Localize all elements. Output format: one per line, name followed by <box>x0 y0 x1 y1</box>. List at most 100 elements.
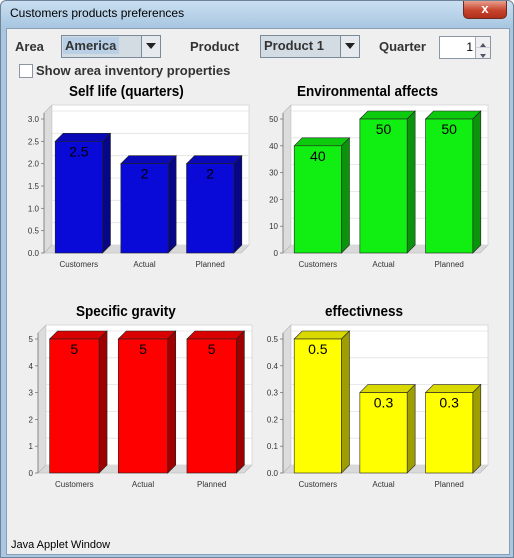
y-tick-label: 1.0 <box>28 204 40 213</box>
bar <box>293 338 342 474</box>
bar-value-label: 5 <box>139 341 147 357</box>
quarter-value[interactable]: 1 <box>466 40 473 54</box>
category-label: Actual <box>372 260 394 269</box>
bar-side <box>167 154 177 254</box>
category-label: Customers <box>298 480 337 489</box>
bar <box>425 392 474 474</box>
bar-value-label: 2 <box>141 166 149 182</box>
chart-title-environmental: Environmental affects <box>297 83 439 100</box>
plot-side-wall <box>43 104 53 254</box>
charts-canvas: 0.0 0.5 1.0 1.5 2.0 2.5 3.0 2.5 Customers 2 Actual… <box>28 104 489 489</box>
bar-value-label: 5 <box>70 341 78 357</box>
content-panel: Area America Product Product 1 Quarter 1… <box>6 28 510 555</box>
y-tick-label: 0.4 <box>267 362 279 371</box>
chevron-down-icon <box>480 54 486 58</box>
bar-top <box>424 384 482 393</box>
spinner-down-button[interactable] <box>475 48 490 58</box>
spinner-up-button[interactable] <box>475 37 490 48</box>
product-label: Product <box>190 39 240 54</box>
bar-side <box>341 137 350 254</box>
category-label: Planned <box>195 260 224 269</box>
bar-value-label: 40 <box>310 148 326 164</box>
close-icon[interactable]: x <box>481 1 489 16</box>
y-tick-label: 10 <box>269 222 278 231</box>
bar-top <box>117 330 177 340</box>
category-label: Customers <box>55 480 94 489</box>
plot-side-wall <box>282 104 292 254</box>
window-title: Customers products preferences <box>10 6 185 20</box>
bar <box>293 145 342 254</box>
y-tick-label: 5 <box>29 335 34 344</box>
category-label: Planned <box>197 480 226 489</box>
area-dropdown-arrow[interactable] <box>141 36 160 57</box>
bar <box>425 118 474 254</box>
bar-value-label: 2.5 <box>69 143 89 159</box>
chevron-up-icon <box>480 43 486 47</box>
y-tick-label: 0 <box>29 469 34 478</box>
bar-side <box>102 132 111 254</box>
title-bar[interactable]: Customers products preferences x <box>1 1 513 27</box>
product-combobox[interactable]: Product 1 <box>260 35 360 58</box>
quarter-label: Quarter <box>379 39 426 54</box>
bar-top <box>120 155 177 164</box>
area-combobox[interactable]: America <box>61 35 161 58</box>
bar <box>49 338 100 474</box>
bar-top <box>424 110 482 120</box>
y-tick-label: 0.5 <box>28 227 40 236</box>
y-tick-label: 3 <box>29 389 34 398</box>
category-label: Actual <box>133 260 155 269</box>
bar-top <box>185 155 243 164</box>
y-tick-label: 4 <box>29 362 34 371</box>
bar-side <box>406 110 416 254</box>
chart-title-self-life: Self life (quarters) <box>69 83 184 100</box>
y-tick-label: 40 <box>269 142 278 151</box>
bar-value-label: 50 <box>376 121 392 137</box>
quarter-spinner[interactable]: 1 <box>439 36 491 59</box>
product-dropdown-arrow[interactable] <box>340 36 359 57</box>
y-tick-label: 30 <box>269 169 278 178</box>
category-label: Actual <box>372 480 394 489</box>
bar <box>186 338 237 474</box>
y-tick-label: 0.1 <box>267 442 279 451</box>
y-tick-label: 0.0 <box>28 249 40 258</box>
bar-side <box>233 154 243 254</box>
y-tick-label: 2 <box>29 415 34 424</box>
bar-top <box>54 133 112 142</box>
chart-title-effectiveness: effectivness <box>325 303 404 320</box>
bar-top <box>48 330 108 340</box>
category-label: Planned <box>434 260 463 269</box>
bar <box>54 141 103 254</box>
area-value: America <box>63 37 120 54</box>
inventory-checkbox-label[interactable]: Show area inventory properties <box>36 63 231 78</box>
y-tick-label: 2.0 <box>28 160 40 169</box>
status-bar: Java Applet Window <box>11 539 111 551</box>
chart-title-specific-gravity: Specific gravity <box>76 303 176 320</box>
bar-top <box>186 330 246 340</box>
y-tick-label: 0.3 <box>267 389 279 398</box>
bar-top <box>359 384 416 393</box>
bar-value-label: 0.3 <box>439 395 459 411</box>
y-tick-label: 0 <box>274 249 279 258</box>
bar-value-label: 2 <box>206 166 214 182</box>
plot-side-wall <box>37 324 47 474</box>
y-tick-label: 1.5 <box>28 182 40 191</box>
bar-side <box>98 330 108 474</box>
close-button[interactable]: x <box>463 1 507 19</box>
y-tick-label: 50 <box>269 115 278 124</box>
y-tick-label: 0.5 <box>267 335 279 344</box>
bar <box>186 163 235 254</box>
y-tick-label: 2.5 <box>28 137 40 146</box>
category-label: Actual <box>132 480 154 489</box>
bar-side <box>472 383 482 474</box>
bar-side <box>406 383 416 474</box>
category-label: Customers <box>298 260 337 269</box>
inventory-checkbox[interactable] <box>19 64 33 78</box>
y-tick-label: 0.2 <box>267 415 279 424</box>
bar-value-label: 5 <box>208 341 216 357</box>
chevron-down-icon <box>146 43 156 49</box>
category-label: Customers <box>59 260 98 269</box>
chevron-down-icon <box>345 43 355 49</box>
bar-value-label: 50 <box>441 121 457 137</box>
y-tick-label: 0.0 <box>267 469 279 478</box>
